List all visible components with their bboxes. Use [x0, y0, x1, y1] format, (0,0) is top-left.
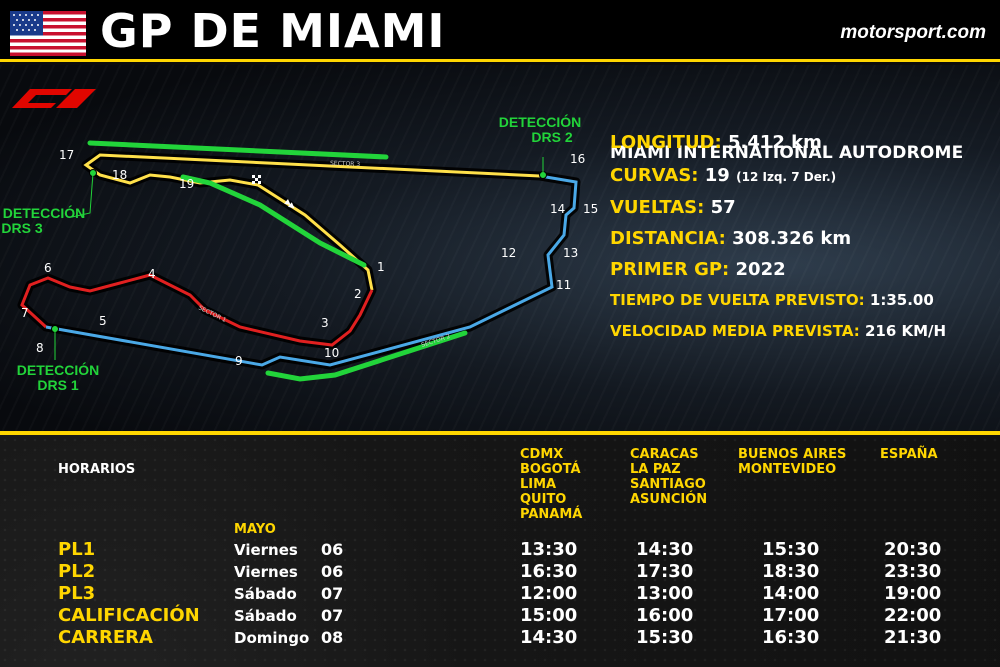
sector-2-path — [45, 174, 578, 367]
drs-label-1: DETECCIÓN DRS 1 — [17, 361, 99, 393]
turn-8: 8 — [36, 341, 44, 355]
turn-15: 15 — [583, 202, 598, 216]
session-date: 07 — [321, 606, 344, 625]
stat-distancia: DISTANCIA: 308.326 km — [610, 228, 852, 249]
brand-text: motorsport.com — [840, 22, 986, 43]
turn-3: 3 — [321, 316, 329, 330]
background-texture — [0, 65, 1000, 431]
time-cell: 16:30 — [520, 561, 578, 582]
turn-19: 19 — [179, 177, 194, 191]
session-name: PL2 — [58, 561, 96, 582]
stat-curvas: CURVAS: 19 (12 Izq. 7 Der.) — [610, 165, 837, 186]
time-cell: 21:30 — [884, 627, 942, 648]
stat-velocidad-media: VELOCIDAD MEDIA PREVISTA: 216 KM/H — [610, 322, 947, 340]
direction-arrow-icon — [284, 199, 295, 209]
time-cell: 20:30 — [884, 539, 942, 560]
yellow-divider — [0, 431, 1000, 435]
turn-4: 4 — [148, 267, 156, 281]
turn-14: 14 — [550, 202, 565, 216]
start-finish-flag-icon — [252, 175, 261, 184]
session-date: 06 — [321, 540, 344, 559]
drs-label-2: DETECCIÓN DRS 2 — [499, 113, 581, 145]
session-day: Sábado — [234, 585, 297, 603]
session-date: 08 — [321, 628, 344, 647]
turn-1: 1 — [377, 260, 385, 274]
turn-2: 2 — [354, 287, 362, 301]
drs-label-3: DETECCIÓN DRS 3 — [1, 204, 85, 236]
session-day: Domingo — [234, 629, 310, 647]
time-cell: 15:00 — [520, 605, 578, 626]
time-cell: 14:30 — [636, 539, 694, 560]
stat-vueltas: VUELTAS: 57 — [610, 197, 736, 218]
session-name: PL3 — [58, 583, 96, 604]
turn-13: 13 — [563, 246, 578, 260]
track-panel: DETECCIÓN DRS 2 DETECCIÓN DRS 3 DETECCIÓN D… — [0, 65, 1000, 431]
drs-zone-lower — [265, 330, 468, 382]
time-cell: 23:30 — [884, 561, 942, 582]
time-cell: 18:30 — [762, 561, 820, 582]
track-map: DETECCIÓN DRS 2 DETECCIÓN DRS 3 DETECCIÓN D… — [1, 89, 598, 393]
session-name: CALIFICACIÓN — [58, 605, 200, 626]
time-cell: 22:00 — [884, 605, 942, 626]
turn-5: 5 — [99, 314, 107, 328]
time-cell: 15:30 — [636, 627, 694, 648]
time-cell: 16:00 — [636, 605, 694, 626]
time-cell: 14:00 — [762, 583, 820, 604]
sector-1-path — [20, 273, 374, 347]
time-cell: 19:00 — [884, 583, 942, 604]
motorsport-logo[interactable]: motorsport.com — [840, 22, 986, 44]
time-cell: 17:30 — [636, 561, 694, 582]
stat-longitud: LONGITUD: 5.412 km — [610, 132, 822, 153]
circuit-name: MIAMI INTERNATIONAL AUTODROME — [610, 143, 964, 163]
zone-header-1: CDMX BOGOTÁ LIMA QUITO PANAMÁ — [520, 447, 583, 522]
turn-9: 9 — [235, 354, 243, 368]
schedule-panel — [0, 435, 1000, 667]
session-day: Sábado — [234, 607, 297, 625]
session-day: Viernes — [234, 563, 298, 581]
time-cell: 17:00 — [762, 605, 820, 626]
usa-flag-icon — [10, 11, 86, 56]
background-texture — [0, 435, 1000, 667]
session-date: 06 — [321, 562, 344, 581]
turn-12: 12 — [501, 246, 516, 260]
header-bar: GP DE MIAMI motorsport.com — [0, 0, 1000, 62]
horarios-label: HORARIOS — [58, 462, 136, 477]
zone-header-2: CARACAS LA PAZ SANTIAGO ASUNCIÓN — [630, 447, 708, 507]
month-label: MAYO — [234, 522, 276, 537]
turn-18: 18 — [112, 168, 127, 182]
session-day: Viernes — [234, 541, 298, 559]
stat-tiempo-vuelta: TIEMPO DE VUELTA PREVISTO: 1:35.00 — [610, 291, 934, 309]
zone-header-3: BUENOS AIRES MONTEVIDEO — [738, 447, 847, 477]
page-title: GP DE MIAMI — [100, 4, 446, 58]
time-cell: 15:30 — [762, 539, 820, 560]
turn-10: 10 — [324, 346, 339, 360]
zone-header-4: ESPAÑA — [880, 447, 938, 462]
turn-16: 16 — [570, 152, 585, 166]
turn-6: 6 — [44, 261, 52, 275]
turn-17: 17 — [59, 148, 74, 162]
time-cell: 13:30 — [520, 539, 578, 560]
time-cell: 16:30 — [762, 627, 820, 648]
session-name: PL1 — [58, 539, 96, 560]
drs-zone-main — [87, 140, 389, 160]
stat-primer-gp: PRIMER GP: 2022 — [610, 259, 786, 280]
time-cell: 13:00 — [636, 583, 694, 604]
session-name: CARRERA — [58, 627, 153, 648]
time-cell: 12:00 — [520, 583, 578, 604]
time-cell: 14:30 — [520, 627, 578, 648]
turn-7: 7 — [21, 306, 29, 320]
turn-11: 11 — [556, 278, 571, 292]
sector-3-label: SECTOR 3 — [330, 160, 360, 168]
drs-zone-back — [180, 174, 367, 268]
f1-logo-icon — [12, 89, 96, 108]
turn-numbers: 1 2 3 4 5 6 7 8 9 10 11 12 13 14 15 16 1… — [21, 148, 598, 368]
session-date: 07 — [321, 584, 344, 603]
